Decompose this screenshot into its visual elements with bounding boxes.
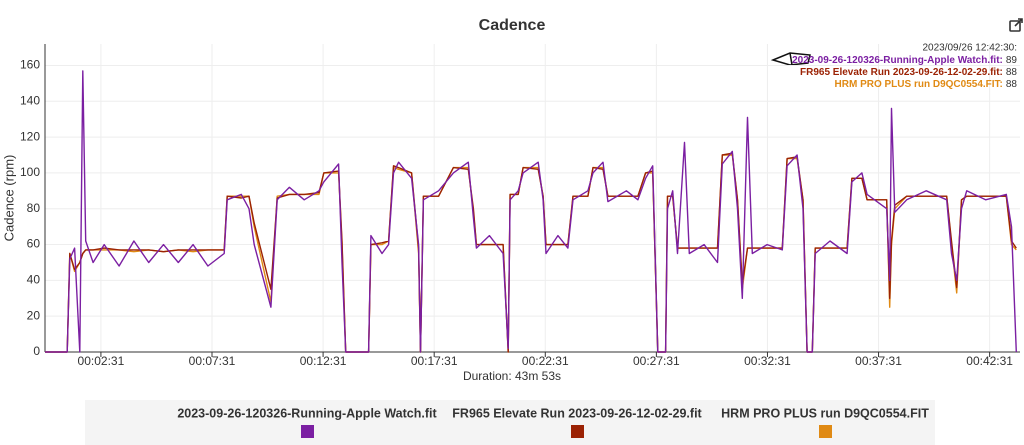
export-icon[interactable] bbox=[1009, 18, 1023, 32]
tooltip-entry: 2023-09-26-120326-Running-Apple Watch.fi… bbox=[792, 55, 1017, 66]
y-tick-label: 20 bbox=[27, 308, 41, 322]
x-tick-label: 00:42:31 bbox=[966, 354, 1013, 368]
legend-label: FR965 Elevate Run 2023-09-26-12-02-29.fi… bbox=[452, 406, 702, 420]
tooltip-value: 88 bbox=[1006, 79, 1018, 90]
y-axis-label: Cadence (rpm) bbox=[1, 155, 16, 242]
tooltip-value: 89 bbox=[1006, 55, 1018, 66]
tooltip-value: 88 bbox=[1006, 67, 1018, 78]
y-tick-label: 40 bbox=[27, 273, 41, 287]
series-line bbox=[45, 152, 1017, 353]
y-tick-label: 100 bbox=[20, 165, 40, 179]
x-tick-label: 00:22:31 bbox=[522, 354, 569, 368]
series-line bbox=[45, 154, 1017, 353]
legend-label: 2023-09-26-120326-Running-Apple Watch.fi… bbox=[177, 406, 437, 420]
y-tick-label: 80 bbox=[27, 201, 41, 215]
tooltip-entry: HRM PRO PLUS run D9QC0554.FIT: 88 bbox=[835, 79, 1018, 90]
tooltip-name: FR965 Elevate Run 2023-09-26-12-02-29.fi… bbox=[800, 67, 1003, 78]
y-tick-label: 120 bbox=[20, 129, 40, 143]
y-tick-label: 60 bbox=[27, 237, 41, 251]
x-tick-label: 00:17:31 bbox=[411, 354, 458, 368]
x-tick-label: 00:07:31 bbox=[189, 354, 236, 368]
y-tick-label: 160 bbox=[20, 58, 40, 72]
y-tick-label: 0 bbox=[33, 344, 40, 358]
cursor-icon bbox=[770, 52, 811, 66]
x-tick-label: 00:12:31 bbox=[300, 354, 347, 368]
legend-swatch bbox=[571, 425, 584, 438]
x-tick-label: 00:37:31 bbox=[855, 354, 902, 368]
tooltip-name: 2023-09-26-120326-Running-Apple Watch.fi… bbox=[792, 55, 1003, 66]
x-axis-label: Duration: 43m 53s bbox=[463, 369, 561, 383]
tooltip-entry: FR965 Elevate Run 2023-09-26-12-02-29.fi… bbox=[800, 67, 1017, 78]
legend-background bbox=[85, 400, 935, 445]
legend-swatch bbox=[819, 425, 832, 438]
tooltip-name: HRM PRO PLUS run D9QC0554.FIT: bbox=[835, 79, 1003, 90]
series-line bbox=[45, 70, 1017, 353]
y-tick-label: 140 bbox=[20, 93, 40, 107]
x-tick-label: 00:02:31 bbox=[78, 354, 125, 368]
legend-swatch bbox=[301, 425, 314, 438]
x-tick-label: 00:27:31 bbox=[633, 354, 680, 368]
chart-title: Cadence bbox=[479, 17, 546, 34]
x-tick-label: 00:32:31 bbox=[744, 354, 791, 368]
tooltip-time: 2023/09/26 12:42:30: bbox=[922, 43, 1017, 54]
legend-label: HRM PRO PLUS run D9QC0554.FIT bbox=[721, 406, 929, 420]
